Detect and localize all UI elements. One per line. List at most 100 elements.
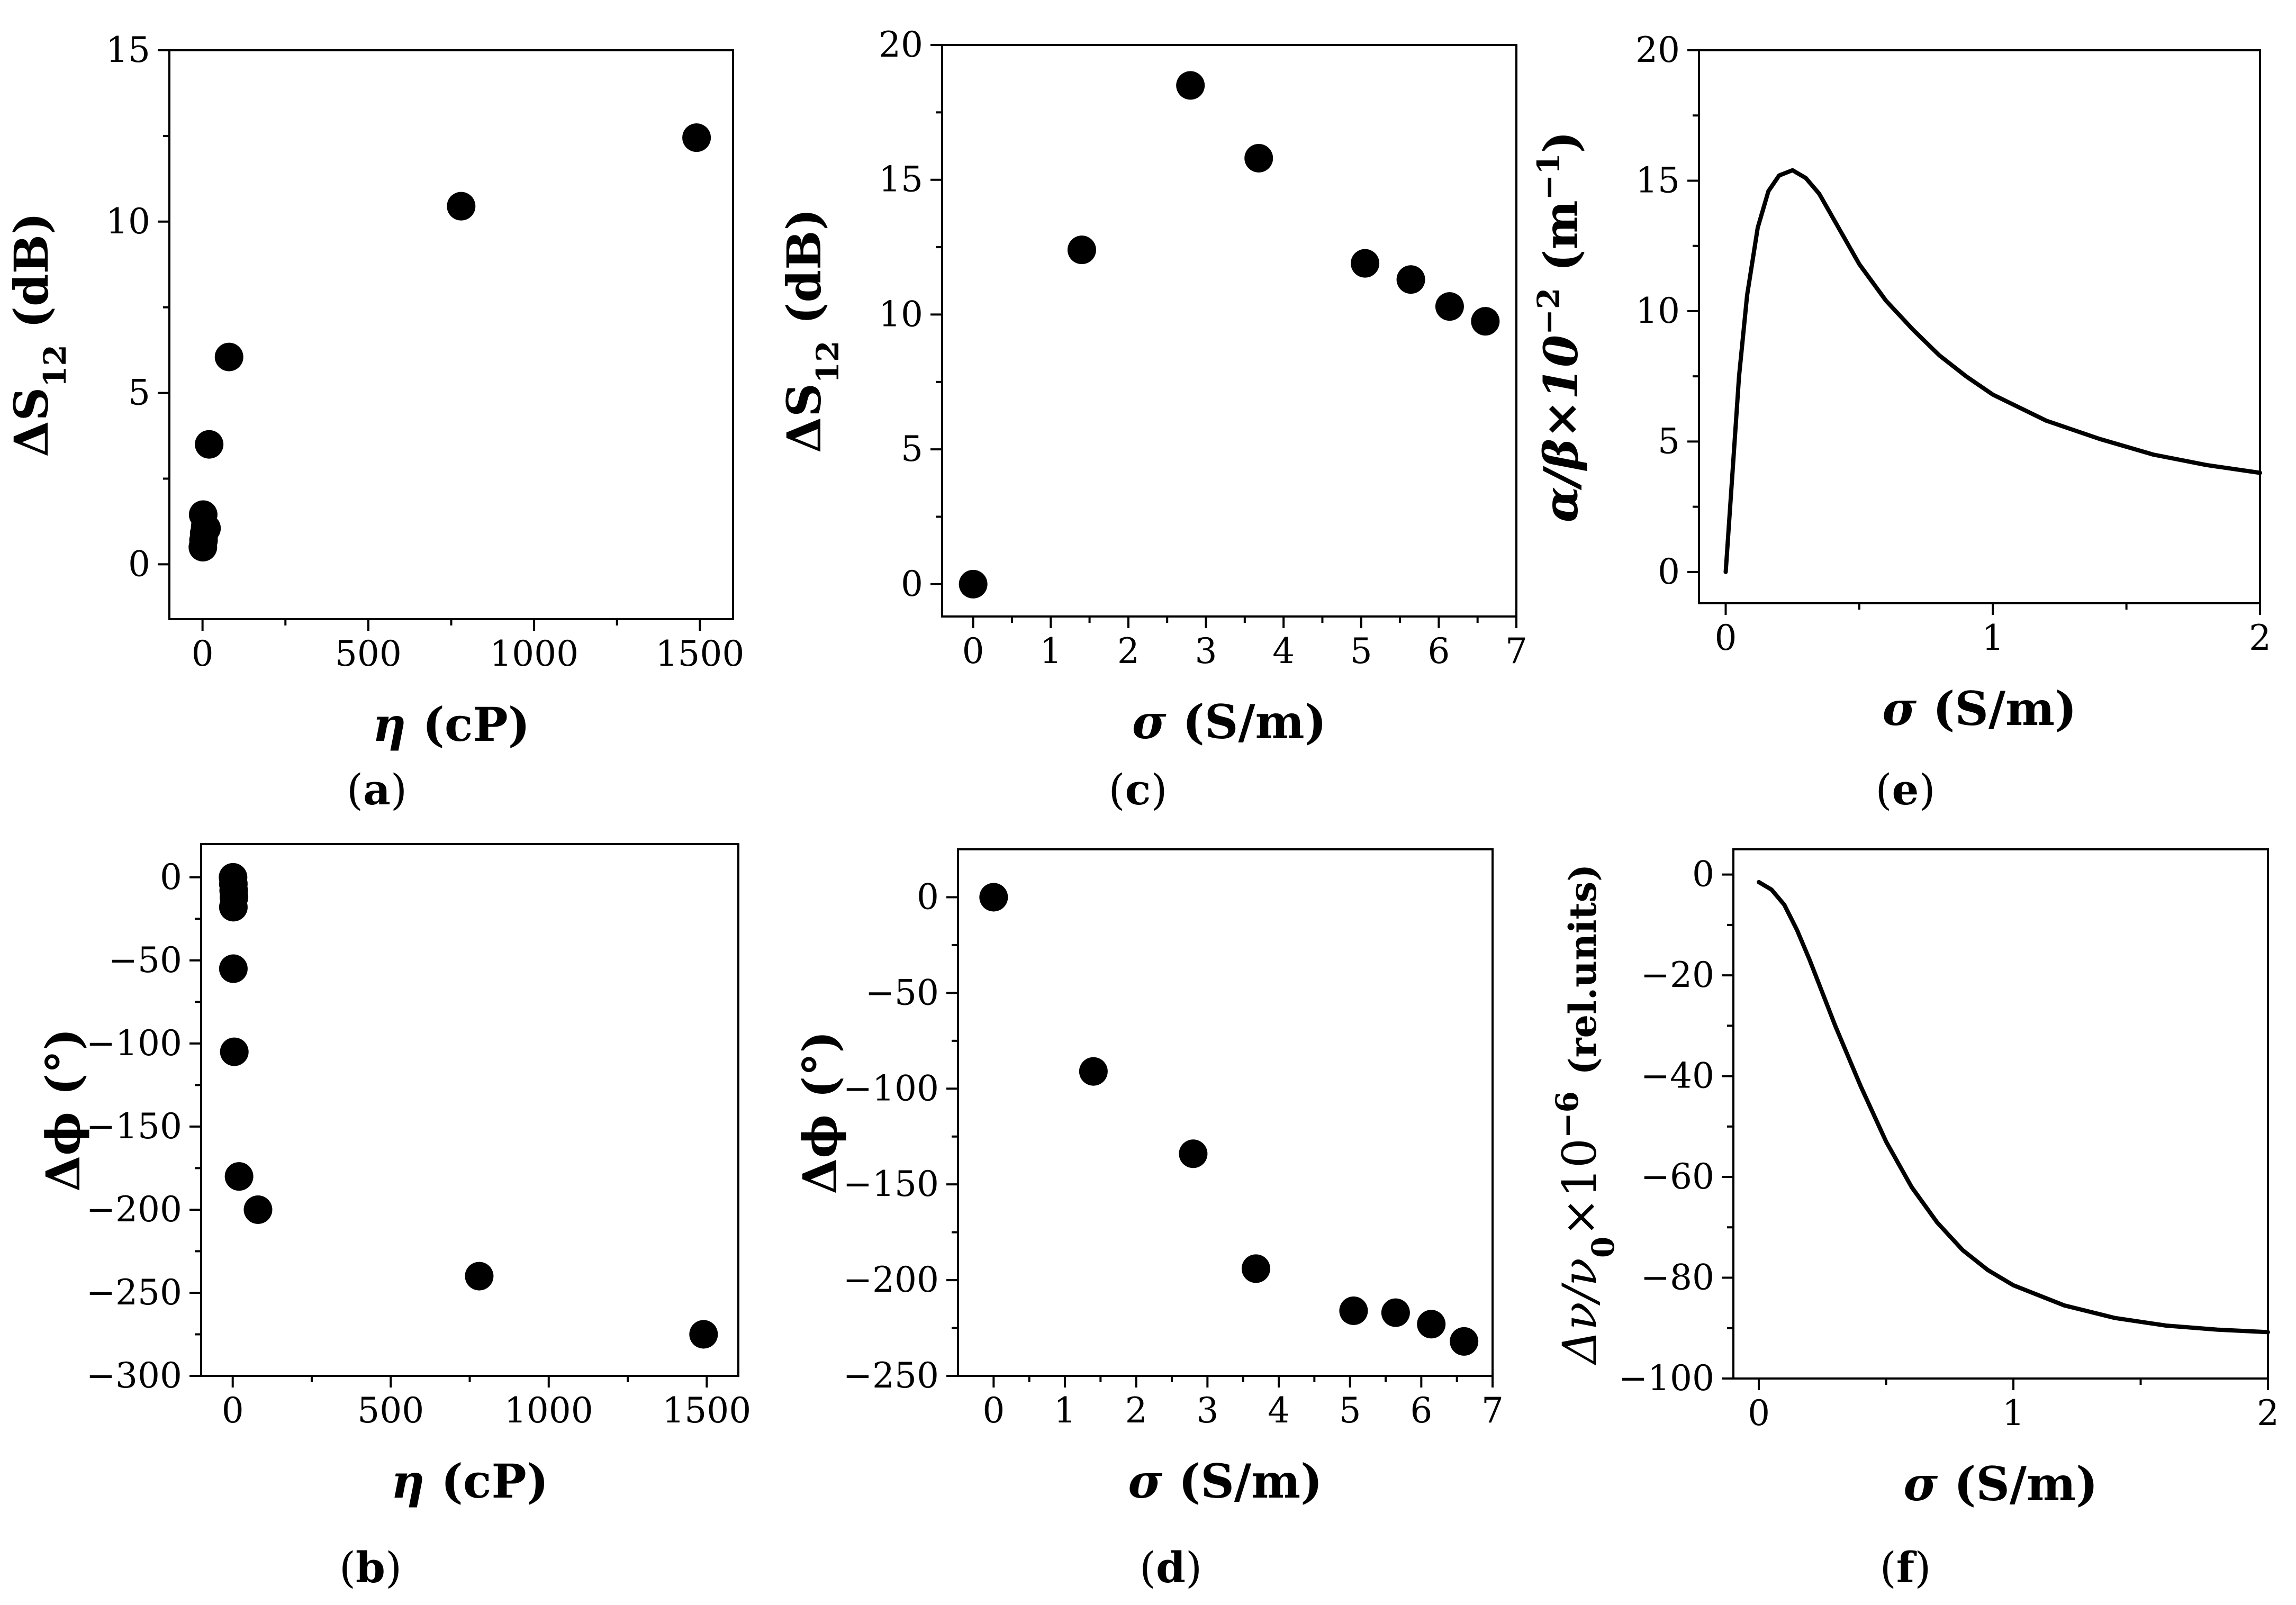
y-tick-label: 10 bbox=[879, 294, 923, 334]
x-tick-label: 6 bbox=[1410, 1390, 1432, 1431]
x-tick-label: 2 bbox=[1117, 631, 1140, 672]
y-tick-label: −100 bbox=[843, 1068, 939, 1109]
data-point bbox=[243, 1195, 273, 1224]
panel-b: 0 500 1000 1500 0 −50 −100 −150 −200 −250 −300 η (c… bbox=[35, 843, 751, 1592]
x-tick-label: 0 bbox=[1748, 1393, 1770, 1434]
data-point bbox=[195, 430, 224, 459]
y-axis-superscript: −6 bbox=[1549, 1091, 1585, 1138]
y-axis-main: Δν/ν bbox=[1552, 1258, 1607, 1365]
panel-caption-letter: c bbox=[1125, 765, 1151, 814]
x-tick-label: 0 bbox=[222, 1390, 244, 1431]
y-axis-label: α/β×10−2 (m−1) bbox=[1531, 131, 1588, 522]
data-point bbox=[1396, 265, 1425, 294]
y-axis-subscript: 12 bbox=[37, 344, 73, 387]
y-tick-label: −100 bbox=[86, 1023, 182, 1064]
x-axis-symbol: σ bbox=[1128, 1454, 1162, 1509]
y-axis-label: ΔS12 (dB) bbox=[776, 208, 846, 453]
y-tick-label: −50 bbox=[109, 940, 182, 981]
data-point bbox=[1351, 249, 1380, 278]
x-axis-symbol: η bbox=[391, 1454, 425, 1509]
y-tick-label: 0 bbox=[128, 543, 150, 584]
y-tick-label: −250 bbox=[843, 1355, 939, 1396]
y-tick-label: −200 bbox=[843, 1259, 939, 1300]
x-tick-label: 3 bbox=[1196, 1390, 1218, 1431]
data-point bbox=[465, 1262, 494, 1291]
data-point bbox=[447, 192, 476, 221]
data-point bbox=[1179, 1139, 1208, 1168]
y-tick-label: 0 bbox=[1658, 551, 1680, 592]
y-tick-label: −80 bbox=[1641, 1257, 1714, 1298]
y-axis-unit-close: ) bbox=[1533, 131, 1588, 153]
data-point bbox=[1244, 143, 1273, 173]
y-tick-label: 20 bbox=[1635, 30, 1680, 70]
plot-frame bbox=[1732, 848, 2269, 1380]
x-tick-label: 5 bbox=[1339, 1390, 1361, 1431]
plot-frame bbox=[941, 44, 1517, 618]
y-tick-label: 15 bbox=[1635, 160, 1680, 201]
y-axis-unit: (m bbox=[1533, 200, 1588, 271]
data-point bbox=[219, 954, 248, 983]
data-point bbox=[1176, 71, 1205, 100]
data-point bbox=[219, 893, 248, 922]
y-tick-label: 0 bbox=[901, 564, 923, 604]
x-tick-label: 0 bbox=[982, 1390, 1005, 1431]
y-tick-label: 0 bbox=[1692, 854, 1714, 895]
x-tick-label: 500 bbox=[335, 633, 402, 674]
x-axis-symbol: σ bbox=[1132, 694, 1167, 749]
y-axis-label: Δϕ (°) bbox=[35, 1028, 91, 1192]
panel-caption-letter: f bbox=[1896, 1543, 1917, 1592]
x-axis-label: σ (S/m) bbox=[1132, 694, 1327, 749]
x-axis-unit: (cP) bbox=[422, 697, 530, 752]
data-point bbox=[1417, 1310, 1446, 1339]
plot-frame bbox=[200, 843, 739, 1377]
x-axis-unit: (S/m) bbox=[1954, 1456, 2098, 1511]
y-tick-label: 5 bbox=[901, 429, 923, 469]
data-point bbox=[1381, 1298, 1410, 1327]
x-tick-label: 500 bbox=[357, 1390, 424, 1431]
y-axis-unit: (dB) bbox=[4, 212, 59, 328]
x-tick-label: 2 bbox=[2249, 618, 2271, 658]
x-axis-label: σ (S/m) bbox=[1128, 1454, 1323, 1509]
data-point bbox=[220, 1037, 249, 1066]
y-axis-main: Δϕ bbox=[792, 1114, 847, 1194]
y-axis-unit: (dB) bbox=[776, 208, 831, 324]
x-axis-unit: (S/m) bbox=[1179, 1454, 1323, 1509]
y-tick-label: 5 bbox=[128, 373, 150, 413]
x-tick-label: 2 bbox=[2257, 1393, 2279, 1434]
data-point bbox=[192, 514, 221, 543]
y-axis-main: ΔS bbox=[4, 387, 59, 457]
y-axis-unit-superscript: −1 bbox=[1531, 153, 1567, 200]
x-axis-symbol: η bbox=[373, 697, 406, 752]
x-tick-label: 4 bbox=[1268, 1390, 1290, 1431]
panel-a: 0 500 1000 1500 0 5 10 15 η (cP) ΔS12 (dB) (a) bbox=[4, 30, 744, 814]
x-tick-label: 5 bbox=[1350, 631, 1372, 672]
data-point bbox=[682, 123, 711, 152]
y-axis-unit: (rel.units) bbox=[1561, 864, 1605, 1075]
y-tick-label: −40 bbox=[1641, 1056, 1714, 1096]
y-axis-label: Δϕ (°) bbox=[792, 1031, 847, 1194]
data-point bbox=[214, 342, 243, 371]
panel-caption-letter: b bbox=[356, 1543, 385, 1592]
y-tick-label: −300 bbox=[86, 1355, 182, 1396]
x-tick-label: 7 bbox=[1505, 631, 1527, 672]
y-axis-unit: (°) bbox=[792, 1031, 847, 1098]
y-tick-label: 15 bbox=[106, 30, 150, 70]
x-tick-label: 0 bbox=[1714, 618, 1737, 658]
plot-frame bbox=[1698, 49, 2261, 604]
y-tick-label: −20 bbox=[1641, 955, 1714, 995]
y-tick-label: 20 bbox=[879, 24, 923, 65]
x-tick-label: 1500 bbox=[655, 633, 744, 674]
panel-caption: (b) bbox=[339, 1543, 402, 1592]
data-point bbox=[1450, 1327, 1479, 1356]
x-axis-symbol: σ bbox=[1882, 681, 1917, 736]
data-point bbox=[1079, 1057, 1108, 1086]
data-point bbox=[959, 569, 988, 599]
y-tick-label: −150 bbox=[86, 1106, 182, 1147]
panel-caption: (d) bbox=[1140, 1543, 1202, 1592]
x-axis-label: η (cP) bbox=[373, 697, 530, 752]
y-axis-unit: (°) bbox=[35, 1028, 91, 1095]
x-tick-label: 0 bbox=[962, 631, 984, 672]
